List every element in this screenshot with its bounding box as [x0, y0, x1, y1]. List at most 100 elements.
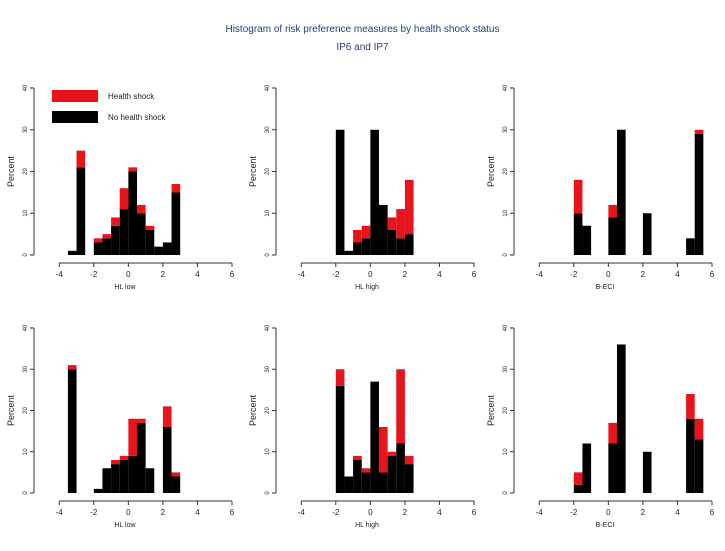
legend-label-no-health-shock: No health shock — [108, 113, 166, 122]
bar-health-shock — [171, 472, 181, 477]
bar-no-health-shock — [694, 133, 704, 255]
bar-no-health-shock — [396, 443, 405, 493]
bar-no-health-shock — [361, 472, 371, 493]
x-tick-label: 4 — [195, 270, 200, 279]
bar-health-shock — [608, 204, 617, 218]
bar-no-health-shock — [694, 439, 704, 493]
y-tick-label: 0 — [265, 491, 271, 495]
y-tick-label: 20 — [265, 168, 271, 175]
bar-no-health-shock — [67, 369, 77, 493]
bar-health-shock — [128, 418, 137, 456]
x-tick-label: 6 — [472, 270, 477, 279]
y-axis-title: Percent — [486, 155, 496, 187]
y-tick-label: 30 — [265, 126, 271, 133]
x-tick-label: -2 — [90, 508, 98, 517]
y-tick-label: 30 — [503, 126, 509, 133]
bar-health-shock — [387, 217, 397, 230]
bar-no-health-shock — [102, 468, 112, 493]
bar-health-shock — [111, 217, 120, 226]
x-tick-label: 2 — [403, 270, 408, 279]
bar-no-health-shock — [76, 167, 86, 255]
x-tick-label: -4 — [56, 508, 64, 517]
bar-health-shock — [361, 225, 371, 239]
x-tick-label: 6 — [710, 270, 715, 279]
bar-no-health-shock — [387, 229, 397, 255]
bar-no-health-shock — [162, 242, 172, 255]
bar-health-shock — [573, 472, 583, 485]
x-tick-label: -4 — [56, 270, 64, 279]
x-axis-title: HL high — [355, 522, 379, 529]
bar-no-health-shock — [67, 250, 77, 255]
y-tick-label: 0 — [23, 253, 29, 257]
histogram-panel-2: -4 -2 0 2 4 6 0 10 20 30 40 HL high Percent — [248, 84, 477, 291]
x-tick-label: 0 — [126, 270, 131, 279]
bar-no-health-shock — [379, 204, 388, 255]
y-tick-label: 40 — [265, 84, 271, 91]
bar-no-health-shock — [686, 418, 695, 493]
x-tick-label: 0 — [126, 508, 131, 517]
bar-no-health-shock — [171, 192, 181, 255]
x-tick-label: 2 — [403, 508, 408, 517]
bar-health-shock — [162, 406, 172, 427]
y-tick-label: 20 — [23, 168, 29, 175]
bar-health-shock — [128, 167, 137, 172]
x-tick-label: 6 — [230, 270, 235, 279]
bar-no-health-shock — [111, 464, 120, 493]
bar-no-health-shock — [396, 238, 405, 255]
bar-no-health-shock — [111, 225, 120, 255]
x-tick-label: -2 — [332, 270, 340, 279]
bar-no-health-shock — [93, 488, 103, 493]
bar-health-shock — [573, 179, 583, 214]
y-tick-label: 20 — [23, 407, 29, 414]
x-axis-title: HL low — [114, 284, 136, 291]
bar-health-shock — [353, 455, 362, 460]
y-tick-label: 30 — [23, 365, 29, 372]
bar-no-health-shock — [353, 460, 362, 493]
x-tick-label: 0 — [368, 270, 373, 279]
bar-no-health-shock — [642, 451, 652, 493]
bar-health-shock — [137, 204, 146, 214]
bar-no-health-shock — [617, 129, 626, 255]
bar-no-health-shock — [93, 242, 103, 255]
x-tick-label: 0 — [368, 508, 373, 517]
x-tick-label: 6 — [472, 508, 477, 517]
bar-health-shock — [93, 238, 103, 243]
y-tick-label: 0 — [503, 253, 509, 257]
bar-no-health-shock — [128, 171, 137, 255]
bar-no-health-shock — [162, 427, 172, 493]
x-tick-label: 4 — [675, 508, 680, 517]
bar-no-health-shock — [128, 455, 137, 493]
x-tick-label: 2 — [161, 270, 166, 279]
x-axis-title: B-ECI — [596, 284, 615, 291]
bar-health-shock — [396, 209, 405, 239]
bar-no-health-shock — [353, 242, 362, 255]
bar-health-shock — [404, 179, 414, 235]
bar-health-shock — [119, 188, 129, 210]
legend: Health shock No health shock — [52, 90, 166, 123]
bar-health-shock — [361, 468, 371, 473]
y-tick-label: 10 — [23, 448, 29, 455]
x-tick-label: 6 — [230, 508, 235, 517]
bar-no-health-shock — [582, 443, 592, 493]
histogram-panel-4: -4 -2 0 2 4 6 0 10 20 30 40 HL low Percent — [6, 324, 235, 529]
y-tick-label: 30 — [23, 126, 29, 133]
x-tick-label: 4 — [437, 270, 442, 279]
bar-no-health-shock — [119, 460, 129, 493]
x-axis-title: HL low — [114, 522, 136, 529]
bar-no-health-shock — [686, 238, 695, 255]
bar-no-health-shock — [344, 476, 354, 493]
histogram-panel-1: -4 -2 0 2 4 6 0 10 20 30 40 HL low Percent Health sho… — [6, 84, 235, 291]
y-tick-label: 40 — [503, 324, 509, 331]
x-tick-label: -4 — [536, 270, 544, 279]
bar-no-health-shock — [642, 213, 652, 255]
x-tick-label: -2 — [570, 508, 578, 517]
y-tick-label: 10 — [265, 209, 271, 216]
y-tick-label: 40 — [23, 324, 29, 331]
bar-no-health-shock — [404, 234, 414, 255]
x-tick-label: -2 — [570, 270, 578, 279]
y-tick-label: 10 — [23, 209, 29, 216]
bar-no-health-shock — [617, 344, 626, 493]
bar-no-health-shock — [102, 238, 112, 255]
bar-health-shock — [686, 394, 695, 419]
chart-subtitle: IP6 and IP7 — [336, 42, 389, 53]
